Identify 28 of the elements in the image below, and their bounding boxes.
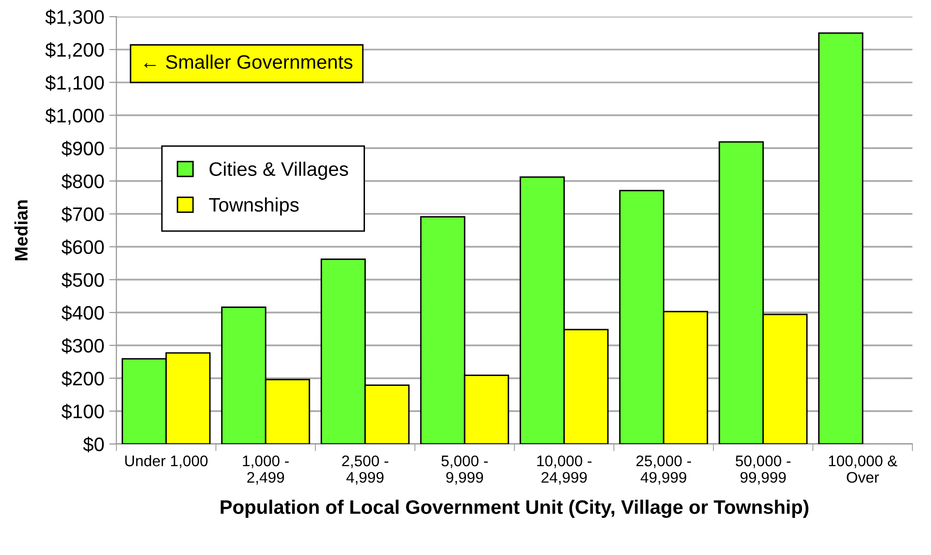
y-tick-label: $1,000: [45, 108, 104, 125]
y-tick-label: $500: [62, 272, 104, 288]
x-axis-title: Population of Local Government Unit (City, Village or Township): [220, 500, 808, 518]
legend-label: Townships: [209, 197, 299, 216]
x-tick-label: 5,000 - 9,999: [441, 456, 488, 485]
x-tick-label: 50,000 - 99,999: [736, 456, 790, 485]
y-tick-label: $600: [62, 239, 104, 256]
legend-label: Cities & Villages: [210, 162, 348, 180]
y-tick-label: $900: [62, 140, 104, 157]
y-tick-label: $300: [62, 338, 104, 354]
x-tick-label: Under 1,000: [125, 455, 208, 468]
annotation: ← Smaller Governments: [144, 54, 352, 69]
y-tick-label: $1,300: [45, 9, 104, 26]
y-tick-label: $100: [62, 404, 104, 420]
x-tick-label: 100,000 & Over: [828, 456, 898, 483]
y-tick-label: $800: [62, 174, 104, 190]
x-tick-label: 25,000 - 49,999: [636, 456, 691, 485]
y-tick-label: $400: [62, 305, 104, 321]
y-tick-label: $1,200: [45, 42, 104, 60]
y-tick-label: $200: [62, 370, 104, 387]
bar: [818, 32, 864, 444]
y-axis-title: Median: [14, 200, 28, 260]
x-tick-label: 2,500 - 4,999: [342, 456, 388, 485]
x-tick-label: 1,000 - 2,499: [243, 456, 289, 485]
y-tick-label: $0: [83, 436, 104, 452]
y-tick-label: $1,100: [45, 75, 104, 92]
x-tick-label: 10,000 - 24,999: [537, 456, 592, 485]
y-tick-label: $700: [62, 206, 104, 222]
